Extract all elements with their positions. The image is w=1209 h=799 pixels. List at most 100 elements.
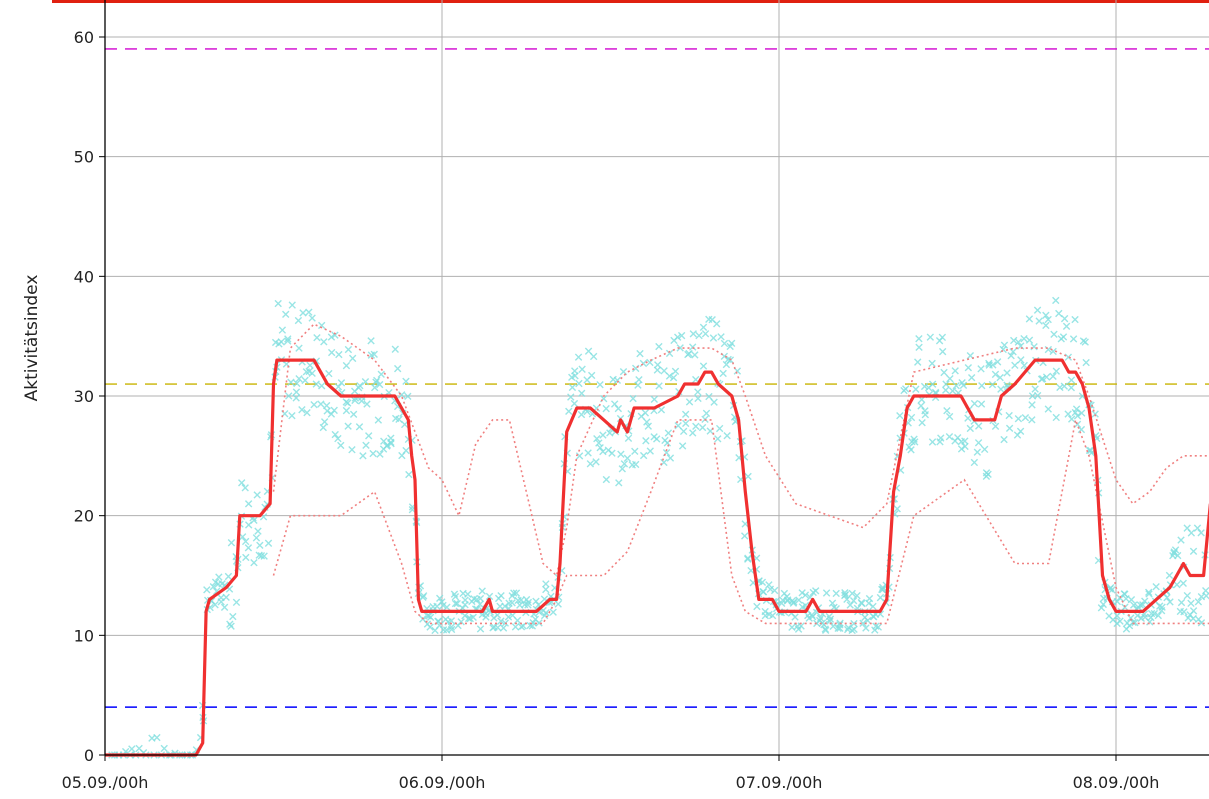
scatter-point	[584, 449, 592, 457]
scatter-point	[1060, 314, 1069, 323]
scatter-point	[996, 373, 1004, 382]
scatter-point	[215, 573, 223, 581]
scatter-point	[402, 446, 410, 455]
y-tick-label: 20	[74, 507, 94, 526]
scatter-point	[741, 532, 749, 540]
scatter-point	[912, 385, 920, 393]
scatter-point	[335, 350, 343, 359]
scatter-point	[319, 423, 327, 432]
scatter-point	[1020, 334, 1028, 343]
scatter-point	[689, 343, 697, 351]
scatter-point	[967, 373, 976, 382]
dotted-series-line	[272, 416, 1209, 625]
scatter-point	[997, 385, 1005, 393]
scatter-point	[744, 472, 752, 481]
scatter-point	[376, 380, 384, 389]
scatter-point	[938, 347, 947, 356]
scatter-point	[355, 423, 364, 431]
scatter-point	[577, 410, 586, 419]
scatter-point	[209, 582, 218, 591]
scatter-point	[988, 380, 997, 389]
scatter-points	[108, 296, 1209, 759]
scatter-point	[342, 361, 351, 370]
scatter-point	[966, 424, 974, 433]
scatter-point	[758, 578, 767, 586]
scatter-point	[322, 401, 331, 410]
scatter-point	[1179, 579, 1187, 588]
scatter-point	[797, 622, 805, 630]
scatter-point	[287, 378, 295, 386]
scatter-point	[252, 534, 261, 542]
scatter-point	[836, 621, 844, 629]
scatter-point	[310, 401, 318, 409]
scatter-point	[334, 383, 343, 391]
scatter-point	[1177, 536, 1185, 544]
scatter-point	[344, 422, 352, 430]
scatter-point	[302, 368, 311, 376]
scatter-point	[425, 612, 433, 620]
scatter-point	[344, 345, 353, 354]
scatter-point	[596, 381, 604, 389]
scatter-point	[1035, 317, 1043, 325]
scatter-point	[394, 364, 402, 373]
scatter-point	[468, 597, 476, 606]
scatter-point	[365, 432, 373, 440]
scatter-point	[244, 544, 253, 552]
scatter-point	[1011, 361, 1019, 369]
scatter-point	[951, 367, 959, 375]
scatter-point	[128, 745, 136, 753]
scatter-point	[795, 596, 803, 604]
scatter-point	[1081, 338, 1089, 346]
scatter-point	[715, 424, 724, 433]
scatter-point	[964, 414, 972, 422]
scatter-point	[497, 592, 505, 600]
scatter-point	[363, 400, 371, 408]
scatter-point	[938, 333, 947, 342]
scatter-point	[587, 371, 596, 380]
scatter-point	[1052, 367, 1061, 375]
scatter-point	[542, 585, 550, 594]
x-tick-label: 07.09./00h	[736, 773, 823, 792]
scatter-point	[331, 331, 339, 339]
scatter-point	[1078, 409, 1086, 417]
scatter-point	[1067, 376, 1076, 384]
scatter-point	[524, 601, 532, 609]
scatter-point	[634, 381, 642, 389]
scatter-point	[1194, 598, 1203, 606]
scatter-point	[387, 439, 395, 448]
scatter-point	[970, 399, 979, 408]
scatter-point	[578, 365, 586, 373]
scatter-point	[330, 406, 338, 415]
scatter-point	[1197, 529, 1205, 537]
scatter-point	[589, 352, 598, 361]
scatter-point	[242, 553, 250, 562]
scatter-point	[841, 589, 849, 597]
scatter-point	[1174, 551, 1182, 560]
scatter-point	[826, 617, 834, 625]
scatter-point	[285, 392, 293, 400]
scatter-point	[1003, 369, 1011, 377]
x-tick-label: 05.09./00h	[62, 773, 149, 792]
scatter-point	[349, 410, 358, 419]
scatter-point	[974, 439, 983, 447]
scatter-point	[599, 447, 607, 456]
scatter-point	[643, 418, 651, 426]
scatter-point	[1042, 373, 1051, 381]
scatter-point	[826, 615, 835, 623]
scatter-point	[1173, 580, 1181, 589]
axes	[104, 0, 1209, 756]
scatter-point	[1099, 600, 1107, 609]
scatter-point	[476, 625, 485, 633]
scatter-point	[1127, 596, 1136, 604]
scatter-point	[753, 602, 761, 611]
scatter-point	[1197, 619, 1206, 627]
scatter-point	[991, 422, 1000, 431]
scatter-point	[639, 359, 648, 368]
scatter-point	[993, 358, 1002, 366]
scatter-point	[447, 625, 456, 634]
scatter-point	[222, 593, 230, 602]
scatter-point	[1042, 311, 1050, 319]
scatter-point	[292, 394, 300, 402]
scatter-point	[238, 479, 246, 487]
